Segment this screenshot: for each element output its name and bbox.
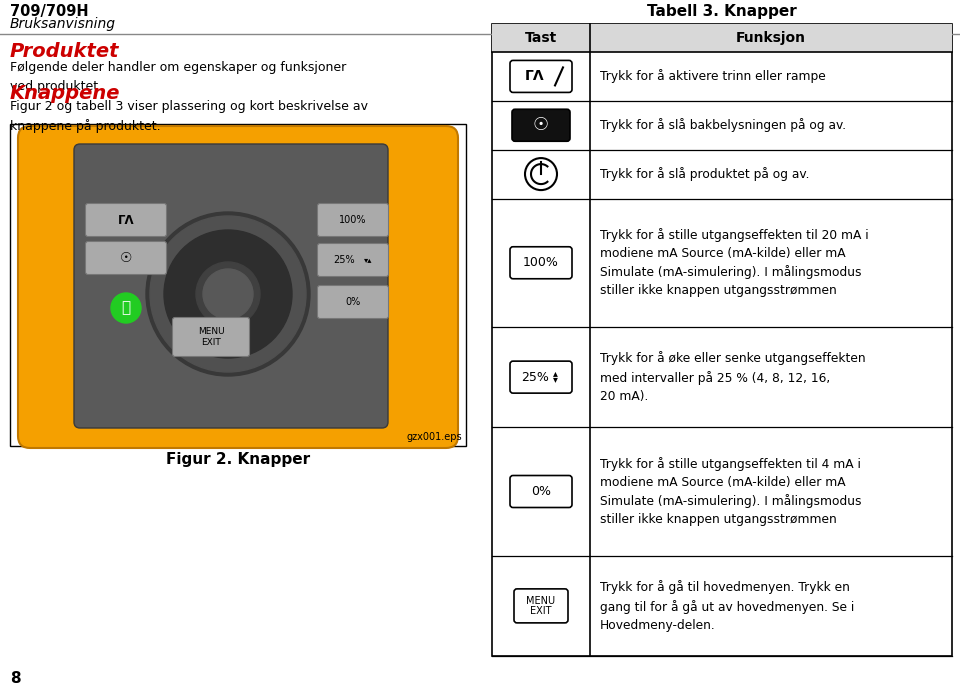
FancyBboxPatch shape bbox=[514, 589, 568, 623]
Text: 8: 8 bbox=[10, 671, 20, 686]
Text: Produktet: Produktet bbox=[10, 42, 119, 61]
Text: Trykk for å slå produktet på og av.: Trykk for å slå produktet på og av. bbox=[600, 167, 809, 181]
Text: Knappene: Knappene bbox=[10, 84, 121, 103]
Text: Figur 2. Knapper: Figur 2. Knapper bbox=[166, 452, 310, 467]
Text: ΓΛ: ΓΛ bbox=[118, 214, 134, 226]
Bar bbox=[10, 124, 466, 446]
Text: ΓΛ: ΓΛ bbox=[525, 69, 545, 83]
Text: 0%: 0% bbox=[346, 297, 361, 307]
Text: Trykk for å stille utgangseffekten til 20 mA i
modiene mA Source (mA-kilde) elle: Trykk for å stille utgangseffekten til 2… bbox=[600, 228, 869, 298]
Text: EXIT: EXIT bbox=[202, 337, 221, 346]
Text: Trykk for å stille utgangseffekten til 4 mA i
modiene mA Source (mA-kilde) eller: Trykk for å stille utgangseffekten til 4… bbox=[600, 457, 861, 526]
Bar bbox=[492, 24, 952, 52]
Text: ⏻: ⏻ bbox=[121, 301, 131, 316]
Text: ▴: ▴ bbox=[553, 368, 558, 378]
Text: 100%: 100% bbox=[339, 215, 367, 225]
Text: Trykk for å slå bakbelysningen på og av.: Trykk for å slå bakbelysningen på og av. bbox=[600, 118, 846, 133]
Text: ▾: ▾ bbox=[553, 374, 558, 384]
Text: Bruksanvisning: Bruksanvisning bbox=[10, 17, 116, 31]
Text: 25%: 25% bbox=[333, 255, 355, 265]
Text: 25%: 25% bbox=[521, 371, 549, 384]
Circle shape bbox=[150, 216, 306, 372]
Text: Trykk for å aktivere trinn eller rampe: Trykk for å aktivere trinn eller rampe bbox=[600, 69, 826, 83]
Text: EXIT: EXIT bbox=[530, 606, 552, 616]
FancyBboxPatch shape bbox=[85, 242, 166, 275]
FancyBboxPatch shape bbox=[18, 126, 458, 448]
Text: Følgende deler handler om egenskaper og funksjoner
ved produktet.: Følgende deler handler om egenskaper og … bbox=[10, 61, 347, 92]
FancyBboxPatch shape bbox=[318, 285, 389, 319]
Text: Tabell 3. Knapper: Tabell 3. Knapper bbox=[647, 4, 797, 19]
FancyBboxPatch shape bbox=[318, 203, 389, 237]
FancyBboxPatch shape bbox=[318, 244, 389, 276]
Text: 0%: 0% bbox=[531, 485, 551, 498]
FancyBboxPatch shape bbox=[510, 60, 572, 92]
Circle shape bbox=[203, 269, 253, 319]
Text: MENU: MENU bbox=[198, 326, 225, 335]
Text: Tast: Tast bbox=[525, 31, 557, 45]
FancyBboxPatch shape bbox=[85, 203, 166, 237]
FancyBboxPatch shape bbox=[510, 361, 572, 393]
Text: ▾▴: ▾▴ bbox=[364, 255, 372, 264]
FancyBboxPatch shape bbox=[510, 247, 572, 279]
Text: 100%: 100% bbox=[523, 256, 559, 269]
Text: ☉: ☉ bbox=[120, 251, 132, 265]
Circle shape bbox=[525, 158, 557, 190]
FancyBboxPatch shape bbox=[74, 144, 388, 428]
Circle shape bbox=[196, 262, 260, 326]
Text: Trykk for å gå til hovedmenyen. Trykk en
gang til for å gå ut av hovedmenyen. Se: Trykk for å gå til hovedmenyen. Trykk en… bbox=[600, 580, 854, 632]
Text: Funksjon: Funksjon bbox=[736, 31, 806, 45]
FancyBboxPatch shape bbox=[173, 317, 250, 357]
Text: MENU: MENU bbox=[526, 596, 556, 606]
FancyBboxPatch shape bbox=[512, 109, 570, 142]
Text: Figur 2 og tabell 3 viser plassering og kort beskrivelse av
knappene på produkte: Figur 2 og tabell 3 viser plassering og … bbox=[10, 100, 368, 133]
Circle shape bbox=[111, 293, 141, 323]
Circle shape bbox=[164, 230, 292, 358]
Text: 709/709H: 709/709H bbox=[10, 4, 88, 19]
Circle shape bbox=[146, 212, 310, 376]
Text: Trykk for å øke eller senke utgangseffekten
med intervaller på 25 % (4, 8, 12, 1: Trykk for å øke eller senke utgangseffek… bbox=[600, 351, 866, 403]
Bar bbox=[492, 24, 952, 656]
Text: ☉: ☉ bbox=[533, 117, 549, 134]
Text: gzx001.eps: gzx001.eps bbox=[406, 432, 462, 442]
FancyBboxPatch shape bbox=[510, 475, 572, 507]
